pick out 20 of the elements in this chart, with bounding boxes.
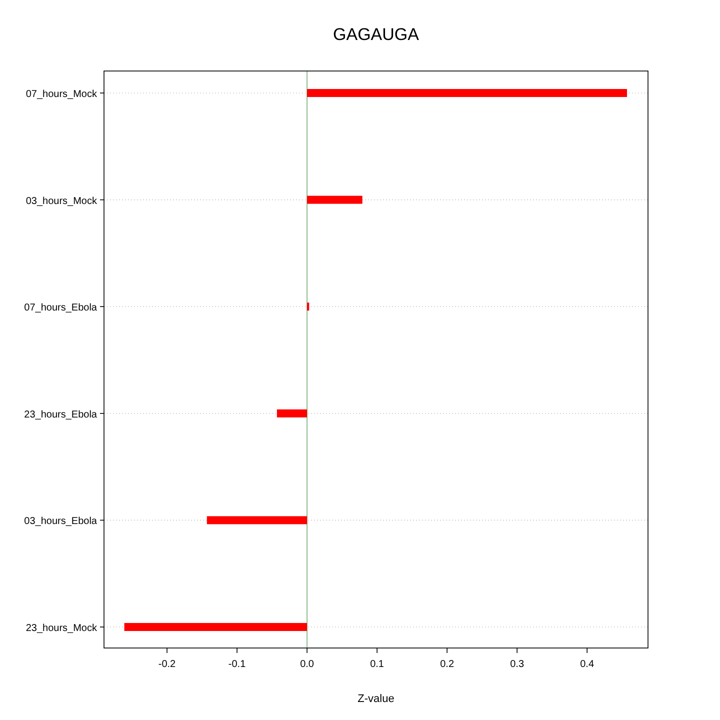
x-tick-label: 0.0 (300, 659, 314, 670)
bar (276, 409, 308, 418)
y-tick-label: 07_hours_Mock (26, 89, 98, 100)
x-tick-label: -0.1 (228, 659, 246, 670)
x-tick-label: 0.1 (370, 659, 384, 670)
chart-title: GAGAUGA (333, 25, 420, 44)
x-axis-title: Z-value (358, 693, 394, 705)
bar (124, 623, 308, 631)
y-tick-label: 23_hours_Ebola (24, 409, 98, 420)
x-tick-label: -0.2 (158, 659, 176, 670)
y-tick-label: 03_hours_Ebola (24, 516, 98, 528)
x-tick-label: 0.3 (510, 659, 524, 670)
y-tick-label: 23_hours_Mock (26, 623, 98, 634)
y-tick-label: 07_hours_Ebola (24, 302, 98, 314)
x-tick-label: 0.2 (440, 659, 454, 670)
bar (206, 516, 308, 524)
x-tick-label: 0.4 (580, 659, 594, 670)
bar (307, 196, 362, 204)
bar (307, 89, 627, 97)
y-tick-label: 03_hours_Mock (26, 196, 98, 207)
